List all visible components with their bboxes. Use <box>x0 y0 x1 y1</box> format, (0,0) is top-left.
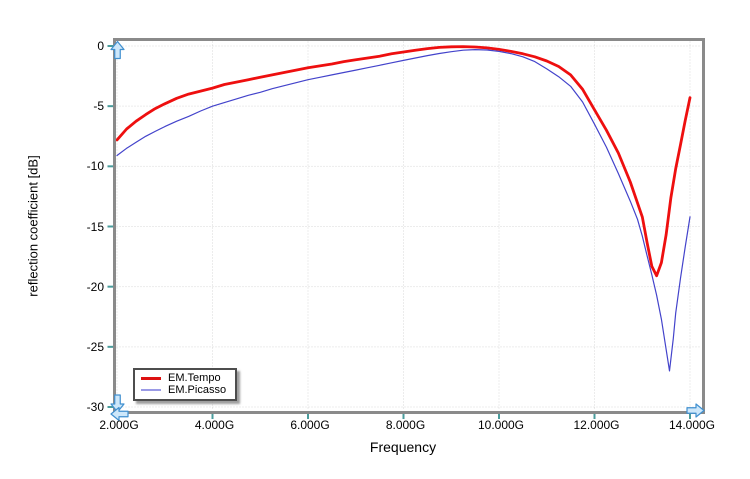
legend-swatch-em-tempo <box>141 376 161 380</box>
x-tick-label-14.000G: 14.000G <box>668 418 716 432</box>
series-line-em-tempo <box>115 45 692 278</box>
legend-box[interactable]: EM.Tempo EM.Picasso <box>133 368 238 401</box>
y-tick-label--5: -5 <box>93 99 104 114</box>
y-axis-scroll-down-arrow[interactable] <box>110 394 125 413</box>
y-tick-label--25: -25 <box>86 339 104 354</box>
y-tick-label--20: -20 <box>86 279 104 294</box>
x-axis-title: Frequency <box>369 439 437 455</box>
legend-item-em-picasso: EM.Picasso <box>141 384 226 396</box>
series-line-em-picasso <box>116 48 691 372</box>
x-tick-label-10.000G: 10.000G <box>477 418 525 432</box>
y-axis-scroll-up-arrow[interactable] <box>110 40 125 60</box>
x-tick-label-6.000G: 6.000G <box>290 418 330 432</box>
y-tick-label--15: -15 <box>86 219 104 234</box>
legend-label-em-tempo: EM.Tempo <box>168 372 221 384</box>
plot-frame <box>113 38 705 414</box>
y-axis-title: reflection coefficient [dB] <box>25 155 41 297</box>
x-tick-label-4.000G: 4.000G <box>194 418 235 432</box>
x-tick-label-8.000G: 8.000G <box>385 418 426 432</box>
x-axis-scroll-right-arrow[interactable] <box>686 403 705 418</box>
x-axis-scroll-left-arrow[interactable] <box>110 406 129 422</box>
y-tick-label--30: -30 <box>86 400 104 414</box>
x-tick-label-12.000G: 12.000G <box>573 418 620 432</box>
y-tick-label--10: -10 <box>86 159 104 174</box>
legend-item-em-tempo: EM.Tempo <box>141 372 226 384</box>
legend-label-em-picasso: EM.Picasso <box>168 384 227 396</box>
x-tick-label-2.000G: 2.000G <box>99 418 139 432</box>
y-tick-label-0: 0 <box>97 39 104 53</box>
legend-swatch-em-picasso <box>141 389 161 391</box>
